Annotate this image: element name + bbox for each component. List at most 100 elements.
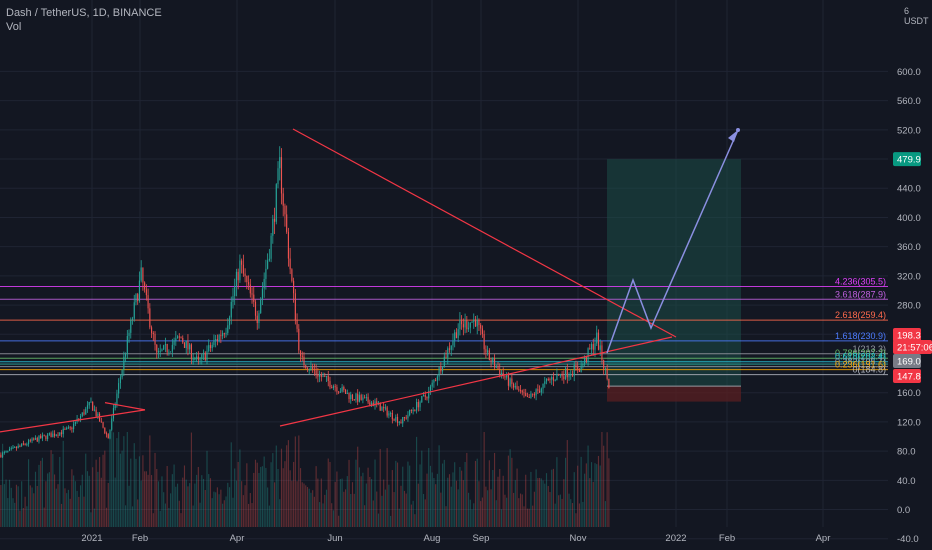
volume-bar — [287, 440, 289, 527]
candle-body — [513, 383, 515, 388]
volume-bar — [355, 459, 357, 527]
volume-bar — [114, 477, 116, 527]
volume-bar — [36, 486, 38, 527]
volume-bar — [566, 440, 568, 527]
candle-body — [100, 421, 102, 423]
volume-bar — [218, 494, 220, 527]
volume-bar — [161, 476, 163, 527]
x-tick-label: Feb — [132, 533, 148, 544]
candle-body — [183, 342, 186, 349]
chart-header: Dash / TetherUS, 1D, BINANCE Vol — [6, 6, 162, 34]
candle-body — [336, 387, 338, 392]
volume-bar — [596, 464, 598, 527]
candle-body — [144, 282, 146, 290]
price-tag: 479.9 — [893, 152, 921, 167]
candle-body — [542, 383, 544, 389]
candle-body — [107, 434, 109, 439]
volume-bar — [64, 488, 66, 527]
candle-body — [604, 368, 606, 370]
volume-bar — [405, 493, 407, 527]
candle-body — [52, 433, 54, 438]
candle-body — [334, 386, 336, 388]
volume-bar — [208, 474, 210, 527]
volume-bar — [533, 491, 535, 527]
candle-body — [131, 318, 134, 320]
volume-bar — [336, 471, 338, 527]
candle-body — [405, 417, 407, 419]
volume-bar — [249, 493, 251, 527]
volume-bar — [374, 459, 376, 527]
volume-bar — [5, 479, 7, 527]
currency-label: 6 USDT — [904, 6, 929, 26]
volume-bar — [338, 515, 340, 527]
volume-bar — [95, 459, 97, 527]
candle-body — [199, 358, 201, 360]
candle-body — [173, 340, 175, 345]
svg-text:169.0: 169.0 — [897, 357, 921, 368]
candle-body — [73, 424, 75, 430]
candle-body — [525, 393, 527, 397]
volume-bar — [26, 506, 28, 527]
volume-indicator-label[interactable]: Vol — [6, 21, 22, 33]
volume-bar — [478, 481, 480, 527]
resistance-trendline — [104, 402, 146, 411]
candle-body — [436, 376, 438, 381]
candle-body — [180, 337, 182, 339]
volume-bar — [500, 509, 503, 527]
volume-bar — [573, 472, 575, 527]
candle-body — [310, 366, 312, 370]
volume-bar — [400, 485, 402, 527]
volume-bar — [327, 458, 329, 527]
volume-bar — [211, 498, 213, 527]
volume-bar — [157, 481, 160, 527]
candle-body — [209, 345, 212, 349]
volume-bar — [367, 467, 369, 527]
volume-bar — [145, 471, 147, 527]
volume-bar — [398, 508, 400, 527]
y-tick-label: 360.0 — [897, 242, 921, 253]
candle-body — [90, 401, 92, 403]
volume-bar — [21, 481, 23, 527]
volume-bar — [582, 501, 584, 527]
symbol-title[interactable]: Dash / TetherUS, 1D, BINANCE — [6, 7, 162, 19]
volume-bar — [28, 459, 30, 527]
volume-bar — [197, 466, 199, 527]
candle-body — [383, 407, 385, 409]
fib-label: 2.618(259.4) — [835, 310, 886, 320]
candle-body — [268, 258, 270, 261]
candle-body — [256, 315, 258, 324]
volume-bar — [549, 492, 551, 527]
volume-bar — [163, 492, 165, 527]
candle-body — [176, 336, 179, 339]
price-axis: -40.00.040.080.0120.0160.0200.0240.0280.… — [897, 67, 921, 545]
candle-body — [95, 409, 97, 417]
volume-bar — [457, 489, 459, 527]
y-tick-label: 600.0 — [897, 67, 921, 78]
candle-body — [369, 402, 371, 407]
candle-body — [280, 157, 283, 194]
candle-body — [348, 392, 350, 399]
candle-body — [582, 364, 584, 366]
candle-body — [218, 335, 220, 341]
projection-target-dot — [736, 128, 740, 132]
candle-body — [558, 374, 560, 376]
candle-body — [7, 450, 9, 452]
candle-body — [10, 448, 12, 450]
volume-bar — [303, 483, 305, 527]
candle-body — [8, 448, 11, 451]
volume-bar — [493, 452, 496, 527]
candle-body — [561, 373, 563, 377]
volume-bar — [196, 474, 198, 527]
candle-body — [320, 374, 322, 377]
volume-bar — [481, 497, 483, 527]
svg-text:147.8: 147.8 — [897, 372, 921, 383]
volume-bar — [357, 446, 359, 527]
candle-body — [523, 392, 525, 394]
candle-body — [386, 407, 388, 416]
candle-body — [364, 397, 366, 399]
candle-body — [104, 427, 106, 434]
candle-body — [530, 393, 532, 398]
volume-bar — [386, 448, 388, 527]
volume-bar — [471, 509, 473, 527]
